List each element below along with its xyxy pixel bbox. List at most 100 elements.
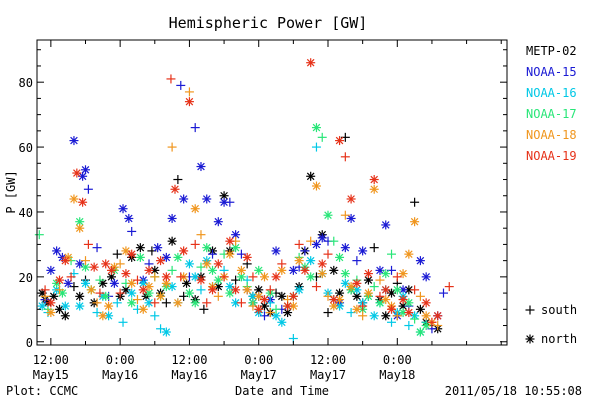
data-point-south [340, 210, 350, 220]
marker-legend-label: south [541, 303, 577, 317]
data-point-south [306, 236, 316, 246]
data-point-south [161, 298, 171, 308]
data-point-north [335, 136, 345, 146]
marker-legend: south north [525, 303, 577, 346]
data-point-south [127, 226, 137, 236]
data-point-south [352, 256, 362, 266]
north-marker-icon [525, 334, 535, 344]
data-point-north [352, 291, 362, 301]
data-markers [34, 58, 454, 344]
data-point-north [55, 275, 65, 285]
data-point-south [265, 308, 275, 318]
data-point-north [415, 256, 425, 266]
data-point-north [317, 259, 327, 269]
data-point-south [176, 80, 186, 90]
data-point-south [112, 249, 122, 259]
data-point-north [72, 168, 82, 178]
data-point-north [179, 194, 189, 204]
x-axis: 12:00May150:00May1612:00May160:00May1712… [33, 40, 502, 382]
data-point-south [265, 285, 275, 295]
data-point-north [202, 194, 212, 204]
series-noaa-15 [40, 80, 448, 334]
data-point-north [161, 272, 171, 282]
data-point-south [81, 256, 91, 266]
data-point-north [363, 275, 373, 285]
data-point-south [132, 295, 142, 305]
data-point-north [317, 269, 327, 279]
data-point-north [60, 256, 70, 266]
data-point-north [104, 311, 114, 321]
data-point-south [132, 275, 142, 285]
x-tick-label-time: 0:00 [106, 353, 135, 367]
data-point-north [381, 220, 391, 230]
data-point-south [118, 317, 128, 327]
data-point-south [433, 321, 443, 331]
data-point-north [329, 265, 339, 275]
x-axis-label: Date and Time [235, 384, 329, 398]
data-point-north [311, 239, 321, 249]
data-point-north [271, 272, 281, 282]
y-tick-label: 40 [19, 206, 33, 220]
data-point-north [184, 97, 194, 107]
data-point-south [438, 288, 448, 298]
legend-item-noaa-17: NOAA-17 [526, 107, 577, 121]
data-point-south [196, 230, 206, 240]
data-point-north [363, 288, 373, 298]
footer-plot-credit: Plot: CCMC [6, 384, 78, 398]
data-point-south [190, 239, 200, 249]
series-noaa-19 [40, 58, 454, 327]
x-tick-label-date: May16 [102, 368, 138, 382]
data-point-south [199, 304, 209, 314]
data-point-north [404, 249, 414, 259]
data-point-north [69, 136, 79, 146]
y-tick-label: 0 [26, 336, 33, 350]
chart-title: Hemispheric Power [GW] [169, 14, 368, 32]
data-point-south [225, 197, 235, 207]
data-point-north [81, 278, 91, 288]
data-point-south [95, 288, 105, 298]
data-point-north [213, 259, 223, 269]
data-point-south [166, 74, 176, 84]
data-point-north [415, 304, 425, 314]
data-point-north [381, 311, 391, 321]
data-point-north [398, 295, 408, 305]
data-point-south [40, 285, 50, 295]
data-point-south [83, 184, 93, 194]
data-point-south [444, 282, 454, 292]
x-tick-label-time: 12:00 [33, 353, 69, 367]
data-point-north [46, 298, 56, 308]
x-tick-label-date: May17 [241, 368, 277, 382]
data-point-north [259, 272, 269, 282]
data-point-south [248, 272, 258, 282]
data-point-south [150, 298, 160, 308]
data-point-south [236, 298, 246, 308]
data-point-south [404, 321, 414, 331]
data-point-north [202, 259, 212, 269]
x-tick-label-time: 12:00 [310, 353, 346, 367]
data-point-south [167, 265, 177, 275]
series-noaa-18 [40, 87, 443, 331]
data-point-north [242, 252, 252, 262]
data-point-south [323, 308, 333, 318]
data-point-south [83, 239, 93, 249]
data-point-north [127, 249, 137, 259]
data-point-north [294, 285, 304, 295]
y-axis: 0 20 40 60 80 [19, 49, 507, 350]
data-point-north [352, 304, 362, 314]
data-point-south [392, 272, 402, 282]
y-tick-label: 20 [19, 271, 33, 285]
data-point-south [92, 243, 102, 253]
y-tick-label: 80 [19, 76, 33, 90]
data-point-south [358, 301, 368, 311]
data-point-north [167, 236, 177, 246]
data-point-north [118, 204, 128, 214]
data-point-north [398, 269, 408, 279]
data-point-north [156, 256, 166, 266]
data-point-north [135, 252, 145, 262]
data-point-north [161, 327, 171, 337]
data-point-south [410, 285, 420, 295]
data-point-north [242, 285, 252, 295]
y-axis-label: P [GW] [4, 170, 18, 213]
data-point-south [410, 197, 420, 207]
data-point-north [277, 291, 287, 301]
